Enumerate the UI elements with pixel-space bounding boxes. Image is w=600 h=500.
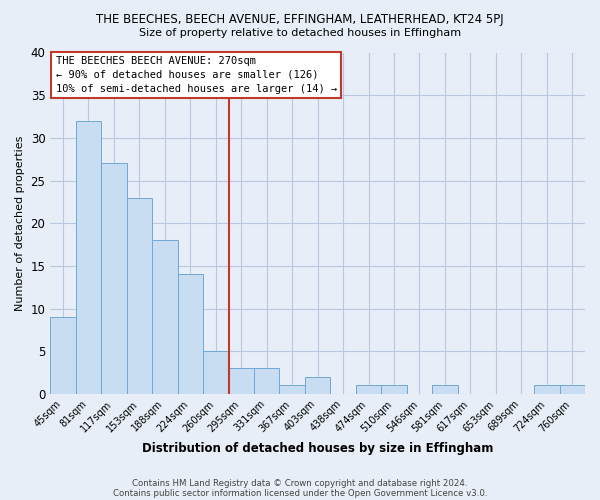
Bar — [382, 386, 407, 394]
Bar — [178, 274, 203, 394]
Y-axis label: Number of detached properties: Number of detached properties — [15, 136, 25, 311]
X-axis label: Distribution of detached houses by size in Effingham: Distribution of detached houses by size … — [142, 442, 493, 455]
Bar — [280, 386, 305, 394]
Text: THE BEECHES BEECH AVENUE: 270sqm
← 90% of detached houses are smaller (126)
10% : THE BEECHES BEECH AVENUE: 270sqm ← 90% o… — [56, 56, 337, 94]
Bar — [560, 386, 585, 394]
Bar — [534, 386, 560, 394]
Bar — [127, 198, 152, 394]
Bar — [229, 368, 254, 394]
Text: Size of property relative to detached houses in Effingham: Size of property relative to detached ho… — [139, 28, 461, 38]
Bar — [76, 121, 101, 394]
Bar — [152, 240, 178, 394]
Bar — [101, 164, 127, 394]
Bar — [432, 386, 458, 394]
Bar — [356, 386, 382, 394]
Bar — [254, 368, 280, 394]
Bar — [305, 377, 331, 394]
Text: Contains HM Land Registry data © Crown copyright and database right 2024.: Contains HM Land Registry data © Crown c… — [132, 478, 468, 488]
Bar — [50, 317, 76, 394]
Bar — [203, 351, 229, 394]
Text: THE BEECHES, BEECH AVENUE, EFFINGHAM, LEATHERHEAD, KT24 5PJ: THE BEECHES, BEECH AVENUE, EFFINGHAM, LE… — [96, 12, 504, 26]
Text: Contains public sector information licensed under the Open Government Licence v3: Contains public sector information licen… — [113, 488, 487, 498]
